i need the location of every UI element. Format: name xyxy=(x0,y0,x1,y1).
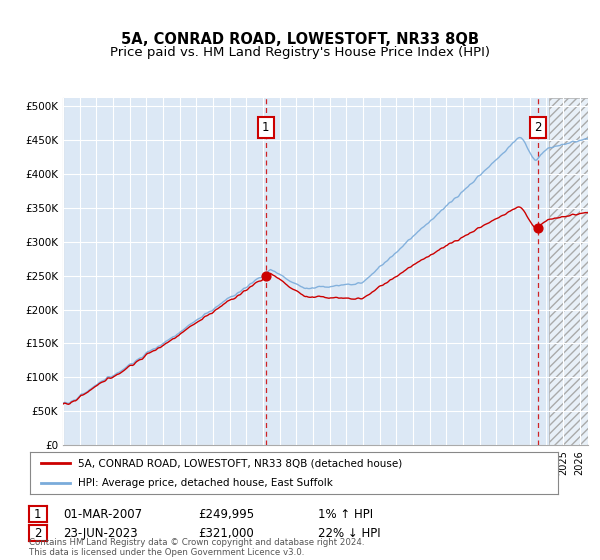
Text: Contains HM Land Registry data © Crown copyright and database right 2024.
This d: Contains HM Land Registry data © Crown c… xyxy=(29,538,364,557)
Text: 1% ↑ HPI: 1% ↑ HPI xyxy=(318,507,373,521)
Point xyxy=(533,223,542,232)
Text: £321,000: £321,000 xyxy=(198,526,254,540)
Text: 22% ↓ HPI: 22% ↓ HPI xyxy=(318,526,380,540)
Text: HPI: Average price, detached house, East Suffolk: HPI: Average price, detached house, East… xyxy=(77,478,332,488)
Text: Price paid vs. HM Land Registry's House Price Index (HPI): Price paid vs. HM Land Registry's House … xyxy=(110,46,490,59)
Text: £249,995: £249,995 xyxy=(198,507,254,521)
Text: 5A, CONRAD ROAD, LOWESTOFT, NR33 8QB: 5A, CONRAD ROAD, LOWESTOFT, NR33 8QB xyxy=(121,32,479,48)
Text: 01-MAR-2007: 01-MAR-2007 xyxy=(63,507,142,521)
Text: 2: 2 xyxy=(34,526,41,540)
Text: 5A, CONRAD ROAD, LOWESTOFT, NR33 8QB (detached house): 5A, CONRAD ROAD, LOWESTOFT, NR33 8QB (de… xyxy=(77,458,402,468)
Text: 1: 1 xyxy=(262,121,269,134)
Text: 2: 2 xyxy=(534,121,541,134)
Bar xyxy=(549,98,588,445)
Text: 23-JUN-2023: 23-JUN-2023 xyxy=(63,526,137,540)
Text: 1: 1 xyxy=(34,507,41,521)
Bar xyxy=(549,98,588,445)
Point xyxy=(261,271,271,280)
